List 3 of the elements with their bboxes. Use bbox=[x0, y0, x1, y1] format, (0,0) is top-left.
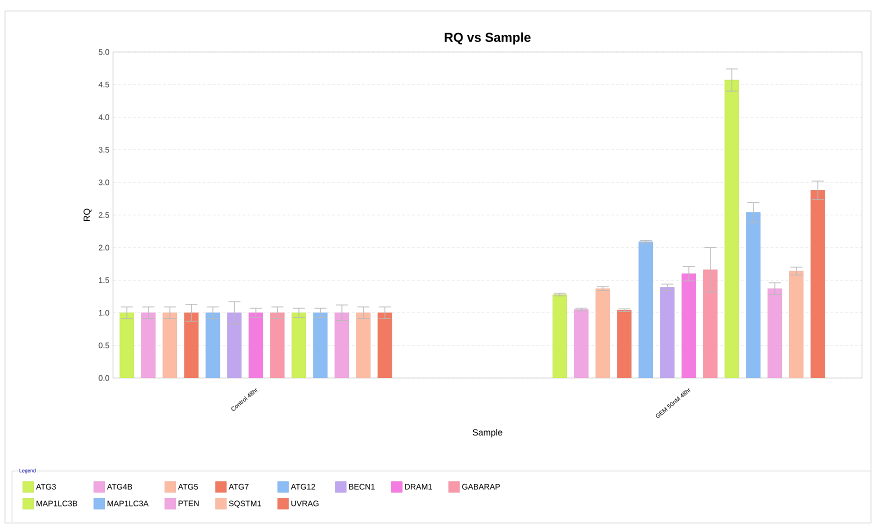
chart-title: RQ vs Sample bbox=[444, 32, 531, 45]
y-axis-title: RQ bbox=[84, 208, 92, 221]
x-axis-title: Sample bbox=[472, 428, 502, 438]
